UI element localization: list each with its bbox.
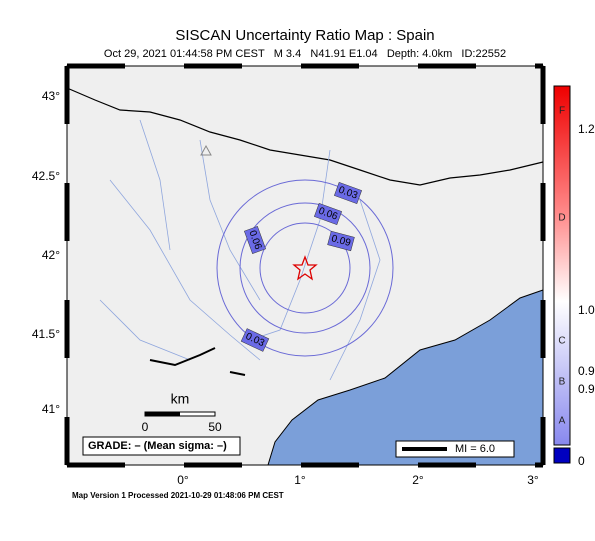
station: [200, 144, 212, 156]
lat-label: 41.5°: [32, 327, 60, 341]
map: 0.03 0.06 0.06 0.09 0.03: [64, 63, 546, 468]
colorbar-letter: D: [558, 213, 565, 224]
axis-labels: 43° 42.5° 42° 41.5° 41° 0° 1° 2° 3°: [32, 89, 539, 487]
lat-label: 42.5°: [32, 169, 60, 183]
contour: [216, 179, 394, 357]
contour-label: 0.03: [240, 328, 270, 352]
colorbar-letter: F: [559, 106, 565, 117]
lon-label: 1°: [294, 473, 306, 487]
title: SISCAN Uncertainty Ratio Map : Spain: [175, 27, 434, 44]
lat-label: 42°: [42, 248, 60, 262]
colorbar-letter: A: [559, 416, 566, 427]
subtitle: Oct 29, 2021 01:44:58 PM CEST M 3.4 N41.…: [104, 48, 506, 60]
rivers: [99, 119, 381, 381]
epicenter: [292, 255, 318, 281]
scale-unit: km: [171, 391, 190, 407]
contour-label: 0.03: [334, 181, 362, 205]
footer: Map Version 1 Processed 2021-10-29 01:48…: [72, 491, 284, 500]
mi-box: [395, 440, 515, 458]
lon-label: 0°: [177, 473, 189, 487]
grade: GRADE: – (Mean sigma: –): [88, 440, 227, 452]
colorbar-value: 0.9: [578, 382, 595, 396]
grade-box: [82, 436, 241, 456]
lat-label: 41°: [42, 402, 60, 416]
contour: [259, 222, 351, 314]
colorbar-value: 1.2: [578, 122, 595, 136]
scale-bar: km 0 50: [142, 391, 222, 434]
frame-ticks: [64, 63, 546, 468]
border: [66, 87, 544, 186]
sea: [267, 289, 544, 466]
colorbar-min: [553, 447, 571, 464]
scale-tick: 0: [142, 420, 149, 434]
scale-tick: 50: [208, 420, 222, 434]
scale-rect-fill: [145, 412, 180, 416]
mi-label: MI = 6.0: [455, 443, 495, 455]
lakes: [149, 347, 246, 376]
contour: [239, 202, 371, 334]
colorbar-letter: B: [559, 377, 566, 388]
lon-label: 3°: [527, 473, 539, 487]
contour-label: 0.06: [243, 226, 267, 254]
colorbar-value: 1.0: [578, 303, 595, 317]
contour-label-text: 0.09: [330, 233, 352, 249]
lon-label: 2°: [412, 473, 424, 487]
contour-label: 0.06: [314, 202, 342, 226]
colorbar: F D C B A 1.2 1.0 0.9 0.9 0: [553, 85, 595, 468]
contour-label: 0.09: [327, 230, 355, 252]
lat-label: 43°: [42, 89, 60, 103]
colorbar-value: 0.9: [578, 364, 595, 378]
colorbar-letter: C: [558, 336, 565, 347]
colorbar-value: 0: [578, 454, 585, 468]
colorbar-gradient: [553, 85, 571, 446]
